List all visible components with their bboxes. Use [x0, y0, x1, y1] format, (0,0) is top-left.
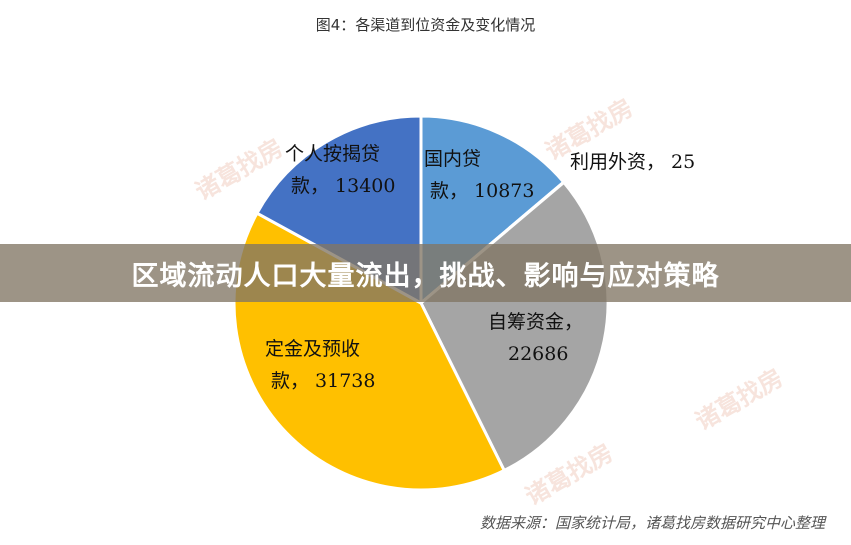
- headline-text: 区域流动人口大量流出，挑战、影响与应对策略: [131, 260, 720, 292]
- slice-value-label: 22686: [508, 343, 568, 365]
- slice-label: 定金及预收: [265, 338, 360, 360]
- slice-value-label: 款， 31738: [271, 370, 375, 392]
- chart-title: 图4：各渠道到位资金及变化情况: [315, 16, 536, 34]
- slice-value-label: 款， 10873: [430, 180, 534, 202]
- pie-slices: [232, 114, 610, 492]
- slice-label: 利用外资， 25: [570, 151, 695, 173]
- headline-banner: 区域流动人口大量流出，挑战、影响与应对策略: [0, 244, 851, 302]
- slice-value-label: 款， 13400: [291, 175, 395, 197]
- source-note: 数据来源：国家统计局，诸葛找房数据研究中心整理: [479, 514, 825, 532]
- slice-label: 自筹资金，: [488, 311, 583, 333]
- slice-label: 国内贷: [424, 148, 481, 170]
- slice-label: 个人按揭贷: [285, 143, 380, 165]
